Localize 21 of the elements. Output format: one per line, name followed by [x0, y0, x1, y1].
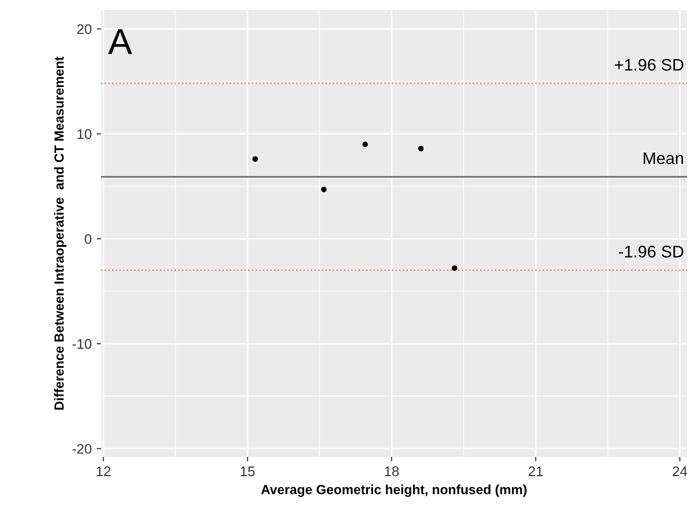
point	[321, 186, 327, 192]
x-tick-label: 12	[96, 466, 110, 476]
x-tick-label: 21	[528, 466, 543, 476]
x-tick-label: 15	[240, 466, 255, 476]
point	[252, 156, 258, 162]
x-tick-label: 24	[672, 466, 688, 476]
y-tick-label: 10	[78, 129, 92, 139]
y-tick-label: 20	[77, 24, 92, 34]
x-tick-label: 18	[384, 466, 399, 476]
y-axis-title: Difference Between Intraoperative and CT Measurement	[54, 56, 66, 410]
point	[452, 265, 458, 271]
ref-line-label: Mean	[644, 152, 683, 164]
y-tick-label: -10	[72, 339, 92, 349]
annotation: A	[108, 29, 132, 54]
point	[418, 146, 424, 152]
point	[362, 142, 368, 148]
ref-line-label: -1.96 SD	[619, 246, 684, 258]
y-tick-label: -20	[72, 444, 92, 454]
x-axis-title: Average Geometric height, nonfused (mm)	[261, 484, 527, 497]
y-tick-label: 0	[84, 234, 92, 244]
ref-line-label: +1.96 SD	[614, 58, 684, 71]
